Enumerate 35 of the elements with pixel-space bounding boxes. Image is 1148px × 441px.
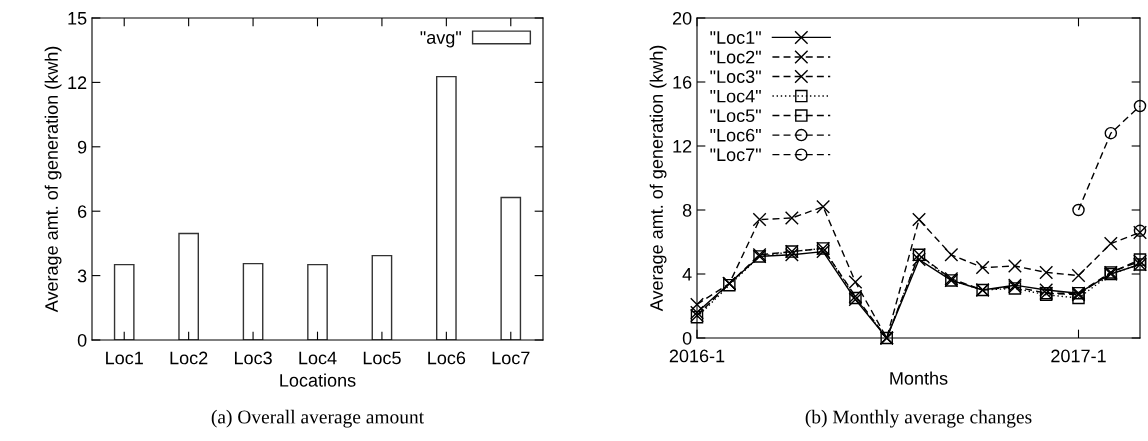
y-tick-label: 20: [672, 11, 692, 25]
y-tick-label: 3: [77, 269, 87, 283]
y-axis-title: Average amt. of generation (kwh): [649, 45, 667, 312]
legend-label: "Loc1": [710, 31, 761, 44]
text: (a) Overall average amount: [211, 409, 424, 428]
x-tick-label: Loc1: [106, 351, 143, 365]
y-tick-label: 4: [682, 268, 692, 281]
y-tick-label: 16: [673, 75, 692, 89]
x-tick-label: Loc4: [299, 351, 337, 365]
y-tick-label: 9: [77, 140, 87, 154]
x-tick-label: Loc5: [363, 351, 401, 365]
legend-label: "Loc3": [710, 70, 761, 83]
legend-label: "Loc2": [710, 50, 761, 64]
y-axis-title: Average amt. of generation (kwh): [44, 46, 62, 313]
x-axis-title: Months: [890, 371, 948, 385]
y-tick-label: 8: [682, 203, 692, 217]
legend-label: "avg": [420, 31, 461, 48]
legend-label: "Loc4": [710, 89, 761, 103]
y-tick-label: 6: [78, 205, 87, 218]
legend-label: "Loc7": [710, 148, 761, 162]
x-tick-label: 2016-1: [669, 349, 725, 363]
x-tick-label: 2017-1: [1051, 349, 1106, 363]
y-tick-label: 0: [682, 331, 692, 345]
legend-label: "Loc6": [710, 128, 761, 142]
legend-label: "Loc5": [710, 109, 761, 123]
y-tick-label: 12: [673, 139, 692, 153]
y-tick-label: 0: [77, 333, 87, 347]
y-tick-label: 15: [68, 12, 87, 25]
x-tick-label: Loc2: [170, 351, 208, 365]
x-tick-label: Loc7: [492, 351, 530, 365]
x-tick-label: Loc3: [234, 351, 272, 365]
x-axis-title: Locations: [280, 373, 356, 387]
y-tick-label: 12: [68, 76, 87, 89]
x-tick-label: Loc6: [428, 351, 466, 365]
text: (b) Monthly average changes: [805, 409, 1032, 428]
